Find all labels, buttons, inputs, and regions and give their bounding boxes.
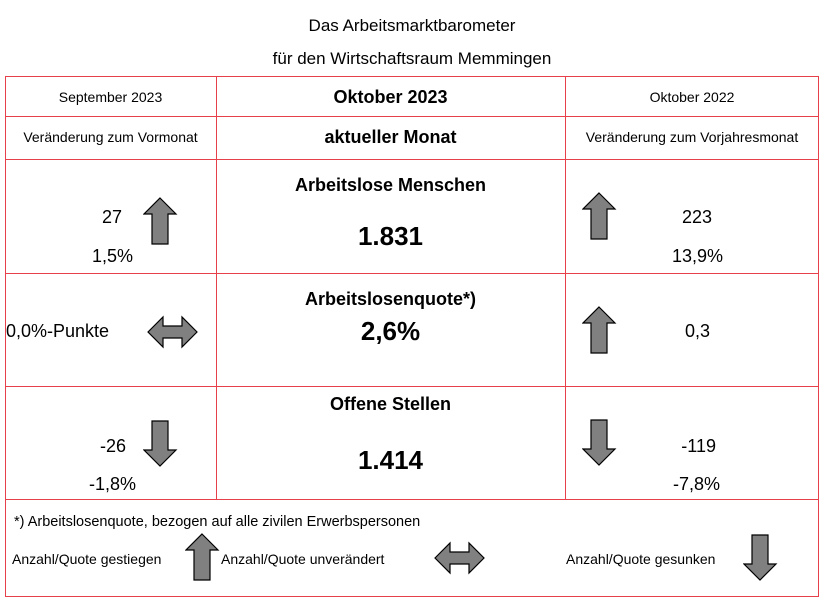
left-right-arrow-icon — [434, 542, 485, 574]
page-subtitle: für den Wirtschaftsraum Memmingen — [272, 49, 552, 68]
up-arrow-icon — [143, 197, 177, 245]
down-arrow-icon — [743, 534, 777, 581]
row-quote-label: Arbeitslosenquote*) — [304, 289, 477, 309]
header-right-caption: Veränderung zum Vorjahresmonat — [585, 129, 799, 145]
row-stellen-value: 1.414 — [357, 445, 424, 475]
legend-same-label: Anzahl/Quote unverändert — [221, 551, 385, 567]
row-quote-value: 2,6% — [360, 316, 421, 346]
legend-down-label: Anzahl/Quote gesunken — [566, 551, 716, 567]
row-arbeitslose-year-percent: 13,9% — [671, 246, 723, 266]
row-stellen-prev-change: -26 — [99, 436, 126, 456]
row-arbeitslose-year-change: 223 — [681, 207, 712, 227]
up-arrow-icon — [582, 192, 616, 240]
header-center-caption: aktueller Monat — [324, 127, 457, 147]
divider-header-1 — [5, 116, 819, 117]
divider-left — [216, 76, 217, 499]
legend-up-label: Anzahl/Quote gestiegen — [12, 551, 162, 567]
up-arrow-icon — [185, 533, 219, 581]
down-arrow-icon — [143, 420, 177, 467]
header-left-month: September 2023 — [58, 89, 163, 105]
row-arbeitslose-prev-change: 27 — [101, 207, 122, 227]
row-arbeitslose-prev-percent: 1,5% — [91, 246, 133, 266]
row-stellen-year-change: -119 — [681, 436, 716, 456]
row-quote-year-change: 0,3 — [684, 321, 710, 341]
header-right-month: Oktober 2022 — [649, 89, 735, 105]
divider-row-1 — [5, 273, 819, 274]
header-left-caption: Veränderung zum Vormonat — [23, 129, 198, 145]
header-center-month: Oktober 2023 — [333, 87, 448, 107]
row-stellen-label: Offene Stellen — [329, 394, 452, 414]
divider-row-2 — [5, 386, 819, 387]
page-title: Das Arbeitsmarktbarometer — [308, 16, 516, 35]
row-arbeitslose-value: 1.831 — [357, 221, 424, 251]
divider-right — [565, 76, 566, 499]
row-stellen-prev-percent: -1,8% — [88, 474, 136, 494]
row-arbeitslose-label: Arbeitslose Menschen — [294, 175, 487, 195]
up-arrow-icon — [582, 306, 616, 354]
row-quote-prev-change: 0,0%-Punkte — [6, 321, 110, 341]
footnote: *) Arbeitslosenquote, bezogen auf alle z… — [14, 514, 421, 530]
left-right-arrow-icon — [147, 316, 198, 348]
barometer-table — [5, 76, 819, 597]
row-stellen-year-percent: -7,8% — [672, 474, 720, 494]
divider-header-2 — [5, 159, 819, 160]
divider-footer — [5, 499, 819, 500]
down-arrow-icon — [582, 419, 616, 466]
